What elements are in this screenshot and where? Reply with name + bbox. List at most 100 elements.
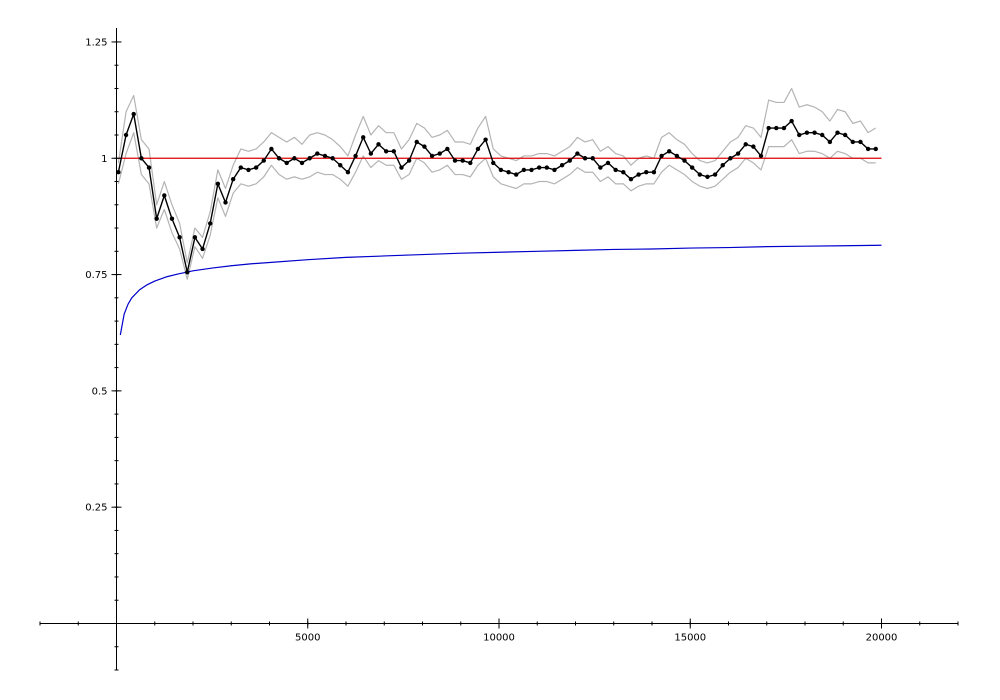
data-point <box>605 160 611 166</box>
data-point <box>552 167 557 173</box>
data-point <box>452 158 458 163</box>
data-point <box>789 118 794 124</box>
data-point <box>743 142 748 147</box>
x-tick-label: 10000 <box>483 632 515 643</box>
data-point <box>383 149 389 154</box>
data-point <box>292 156 297 161</box>
data-point <box>781 125 787 131</box>
data-point <box>559 163 565 168</box>
data-point <box>529 167 534 173</box>
data-point <box>567 158 572 163</box>
data-point <box>712 172 718 177</box>
data-point <box>728 156 733 161</box>
data-point <box>139 156 144 161</box>
data-point <box>368 151 374 156</box>
data-point <box>835 130 840 135</box>
data-point <box>705 174 710 180</box>
data-point <box>246 167 251 173</box>
data-point <box>361 135 366 140</box>
data-point <box>345 170 351 175</box>
y-axis-ticks: 0.25 0.5 0.75 1 1.25 <box>85 37 122 671</box>
data-point <box>575 151 580 156</box>
data-point <box>414 139 419 145</box>
data-point <box>506 170 511 175</box>
y-tick-label: 0.75 <box>85 270 107 281</box>
data-point <box>215 181 221 187</box>
data-point <box>613 167 618 173</box>
data-point <box>468 160 473 166</box>
data-point <box>208 221 213 226</box>
data-point <box>628 176 634 182</box>
data-point <box>774 125 779 131</box>
data-point <box>338 163 343 168</box>
data-point <box>644 170 649 175</box>
data-point <box>307 156 312 161</box>
data-point <box>659 153 664 159</box>
data-point <box>842 132 848 138</box>
data-point <box>636 172 641 177</box>
data-point <box>177 235 182 240</box>
data-point <box>253 165 259 170</box>
data-point <box>123 132 129 138</box>
confidence-band-line <box>117 87 877 264</box>
data-point <box>850 139 856 145</box>
x-axis-ticks: 5000 10000 15000 20000 <box>39 618 959 643</box>
data-point <box>269 146 274 152</box>
data-point <box>498 167 504 173</box>
data-point <box>131 111 136 117</box>
data-point <box>827 139 833 145</box>
data-point <box>766 125 771 131</box>
data-point <box>238 165 244 170</box>
data-point <box>544 165 550 170</box>
data-point <box>406 158 412 163</box>
data-point <box>858 139 863 145</box>
data-point <box>758 153 764 159</box>
data-point <box>154 216 159 221</box>
data-point <box>315 151 320 156</box>
data-point <box>812 130 817 135</box>
data-point <box>720 163 725 168</box>
data-point <box>429 153 435 159</box>
y-tick-label: 0.5 <box>92 386 108 397</box>
data-point <box>399 165 404 170</box>
data-point <box>185 270 190 275</box>
data-point <box>422 144 427 149</box>
data-point <box>376 142 381 147</box>
data-point <box>460 158 465 163</box>
data-point <box>230 176 236 182</box>
data-point <box>284 160 289 166</box>
main-series-line <box>117 113 876 273</box>
data-point <box>689 165 695 170</box>
y-tick-label: 0.25 <box>85 503 107 514</box>
data-point <box>116 170 121 175</box>
data-point <box>437 151 442 156</box>
data-point <box>590 156 595 161</box>
data-point <box>735 151 741 156</box>
data-point <box>598 165 603 170</box>
data-point <box>475 146 481 152</box>
data-point <box>491 160 496 166</box>
y-tick-label: 1 <box>101 154 107 165</box>
data-point <box>651 170 657 175</box>
data-point <box>521 167 527 173</box>
data-point <box>330 156 335 161</box>
data-point <box>582 156 588 161</box>
data-point <box>682 158 687 163</box>
data-point <box>353 153 358 159</box>
data-point <box>276 156 282 161</box>
data-point <box>261 158 266 163</box>
x-tick-label: 15000 <box>674 632 706 643</box>
data-point <box>514 172 519 177</box>
series-layer <box>116 87 882 336</box>
baseline-curve <box>119 244 882 336</box>
data-point <box>445 146 450 152</box>
data-point <box>200 246 205 252</box>
data-point <box>751 144 756 149</box>
data-point <box>674 153 680 159</box>
data-point <box>621 170 626 175</box>
confidence-band-line <box>117 132 876 280</box>
data-point <box>483 137 488 142</box>
data-point <box>146 165 152 170</box>
data-point <box>169 216 175 221</box>
